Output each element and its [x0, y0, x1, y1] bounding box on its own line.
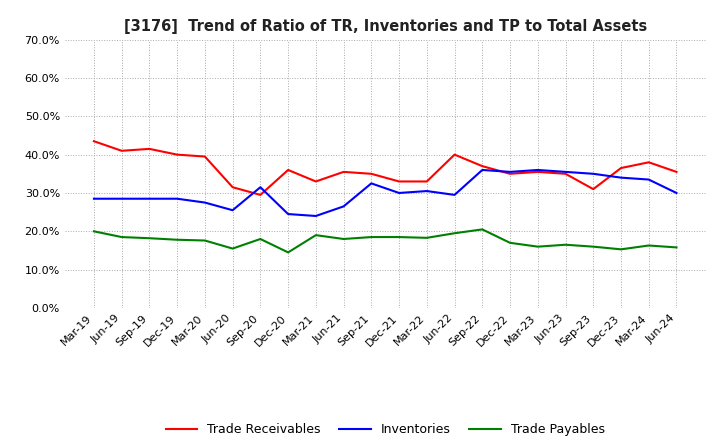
Line: Trade Receivables: Trade Receivables [94, 141, 677, 195]
Line: Trade Payables: Trade Payables [94, 229, 677, 253]
Trade Payables [450, 231, 459, 236]
Trade Receivables [534, 169, 542, 175]
Inventories [616, 175, 625, 180]
Trade Receivables [395, 179, 403, 184]
Trade Receivables [117, 148, 126, 154]
Inventories [201, 200, 210, 205]
Inventories [644, 177, 653, 182]
Trade Receivables [367, 171, 376, 176]
Trade Receivables [312, 179, 320, 184]
Inventories [173, 196, 181, 202]
Trade Payables [89, 229, 98, 234]
Inventories [534, 167, 542, 172]
Trade Payables [478, 227, 487, 232]
Trade Payables [284, 250, 292, 255]
Trade Receivables [589, 187, 598, 192]
Inventories [672, 191, 681, 196]
Trade Payables [201, 238, 210, 243]
Trade Receivables [173, 152, 181, 157]
Inventories [505, 169, 514, 175]
Trade Payables [117, 235, 126, 240]
Inventories [450, 192, 459, 198]
Trade Payables [644, 243, 653, 248]
Trade Payables [145, 235, 154, 241]
Trade Receivables [561, 171, 570, 176]
Trade Receivables [616, 165, 625, 171]
Trade Receivables [256, 192, 265, 198]
Trade Payables [589, 244, 598, 249]
Inventories [89, 196, 98, 202]
Inventories [478, 167, 487, 172]
Trade Payables [505, 240, 514, 246]
Inventories [145, 196, 154, 202]
Trade Payables [367, 235, 376, 240]
Trade Payables [672, 245, 681, 250]
Trade Receivables [672, 169, 681, 175]
Title: [3176]  Trend of Ratio of TR, Inventories and TP to Total Assets: [3176] Trend of Ratio of TR, Inventories… [124, 19, 647, 34]
Trade Receivables [284, 167, 292, 172]
Trade Payables [616, 247, 625, 252]
Trade Receivables [339, 169, 348, 175]
Inventories [312, 213, 320, 219]
Inventories [117, 196, 126, 202]
Inventories [395, 191, 403, 196]
Trade Payables [534, 244, 542, 249]
Trade Receivables [423, 179, 431, 184]
Trade Receivables [505, 171, 514, 176]
Trade Receivables [644, 160, 653, 165]
Inventories [228, 208, 237, 213]
Trade Receivables [478, 164, 487, 169]
Trade Payables [395, 235, 403, 240]
Inventories [589, 171, 598, 176]
Trade Receivables [450, 152, 459, 157]
Trade Receivables [145, 146, 154, 151]
Legend: Trade Receivables, Inventories, Trade Payables: Trade Receivables, Inventories, Trade Pa… [161, 418, 610, 440]
Inventories [561, 169, 570, 175]
Inventories [284, 211, 292, 216]
Trade Receivables [201, 154, 210, 159]
Trade Payables [173, 237, 181, 242]
Inventories [367, 181, 376, 186]
Inventories [256, 185, 265, 190]
Trade Payables [256, 236, 265, 242]
Trade Payables [228, 246, 237, 251]
Trade Receivables [228, 185, 237, 190]
Trade Receivables [89, 139, 98, 144]
Inventories [339, 204, 348, 209]
Trade Payables [339, 236, 348, 242]
Inventories [423, 188, 431, 194]
Trade Payables [561, 242, 570, 247]
Line: Inventories: Inventories [94, 170, 677, 216]
Trade Payables [423, 235, 431, 241]
Trade Payables [312, 232, 320, 238]
